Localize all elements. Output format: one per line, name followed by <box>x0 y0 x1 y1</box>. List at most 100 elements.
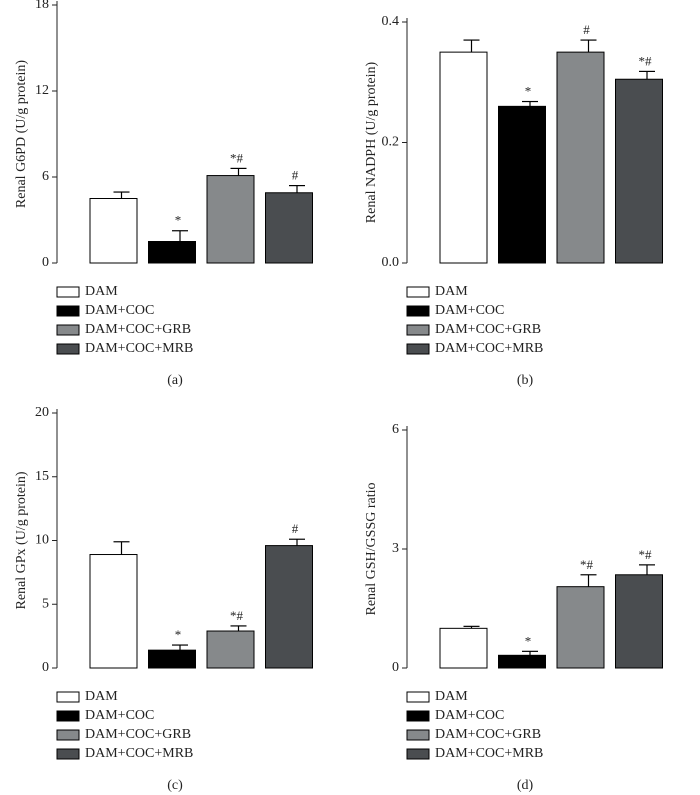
bar <box>439 51 488 264</box>
error-bar <box>522 650 538 656</box>
legend-swatch <box>56 305 80 317</box>
legend-label: DAM <box>85 689 118 704</box>
bar <box>615 78 663 264</box>
error-bar <box>289 185 305 193</box>
bar <box>206 630 255 669</box>
panel-label: (d) <box>517 778 534 793</box>
legend-label: DAM+COC <box>85 708 154 723</box>
y-tick-label: 18 <box>35 0 49 12</box>
legend-label: DAM+COC+MRB <box>435 746 543 761</box>
error-bar <box>580 39 597 53</box>
chart-panel: 0 5 10 15 20 Renal GPx (U/g protein) * *# # DAM DA… <box>14 405 313 793</box>
y-tick-label: 0 <box>42 660 49 675</box>
legend-swatch <box>406 691 430 703</box>
legend-swatch <box>406 343 430 355</box>
y-tick-label: 6 <box>392 422 399 437</box>
error-bar <box>230 625 247 632</box>
significance-label: *# <box>580 557 594 572</box>
y-tick-label: 3 <box>392 541 399 556</box>
error-bar <box>172 644 188 651</box>
bar <box>615 574 663 669</box>
error-bar <box>463 625 480 629</box>
y-tick-label: 10 <box>35 533 49 548</box>
bar <box>556 51 605 264</box>
bar <box>265 545 313 669</box>
legend-label: DAM <box>85 284 118 299</box>
legend-label: DAM+COC <box>85 303 154 318</box>
significance-label: *# <box>230 608 244 623</box>
legend-label: DAM+COC+MRB <box>85 746 193 761</box>
bar <box>498 105 546 264</box>
legend-swatch <box>406 286 430 298</box>
bar <box>89 554 138 669</box>
error-bar <box>113 541 130 555</box>
legend-label: DAM <box>435 689 468 704</box>
y-tick-label: 0.0 <box>382 255 400 270</box>
bar <box>89 198 138 264</box>
significance-label: # <box>292 168 299 183</box>
error-bar <box>113 191 130 199</box>
y-axis-label: Renal GPx (U/g protein) <box>14 471 29 609</box>
bar <box>556 586 605 669</box>
bar <box>498 654 546 669</box>
chart-panel: 0 6 12 18 Renal G6PD (U/g protein) * *# # DAM DAM… <box>14 0 313 388</box>
y-axis-label: Renal G6PD (U/g protein) <box>14 60 29 208</box>
error-bar <box>639 70 655 80</box>
error-bar <box>580 574 597 587</box>
panel-label: (c) <box>167 778 183 793</box>
legend-swatch <box>56 691 80 703</box>
significance-label: * <box>525 633 532 648</box>
chart-panel: 0 3 6 Renal GSH/GSSG ratio * *# *# DAM DAM+COC DA… <box>364 422 663 793</box>
legend-swatch <box>406 324 430 336</box>
y-tick-label: 12 <box>35 83 49 98</box>
legend-swatch <box>56 343 80 355</box>
legend-swatch <box>406 729 430 741</box>
legend-swatch <box>56 729 80 741</box>
bar <box>439 627 488 669</box>
legend-label: DAM+COC+GRB <box>435 727 541 742</box>
y-tick-label: 0.2 <box>382 135 400 150</box>
legend-swatch <box>56 748 80 760</box>
legend-swatch <box>406 748 430 760</box>
legend-label: DAM <box>435 284 468 299</box>
significance-label: *# <box>639 547 653 562</box>
bar <box>148 241 196 264</box>
legend-label: DAM+COC+GRB <box>85 322 191 337</box>
y-tick-label: 20 <box>35 405 49 420</box>
y-tick-label: 6 <box>42 169 49 184</box>
y-tick-label: 0 <box>392 660 399 675</box>
y-tick-label: 0 <box>42 255 49 270</box>
legend-label: DAM+COC+MRB <box>435 341 543 356</box>
significance-label: *# <box>639 53 653 68</box>
legend-swatch <box>56 286 80 298</box>
error-bar <box>639 564 655 575</box>
bar <box>265 192 313 264</box>
y-tick-label: 0.4 <box>382 14 400 29</box>
y-axis-label: Renal NADPH (U/g protein) <box>364 61 379 223</box>
y-axis-label: Renal GSH/GSSG ratio <box>364 483 379 616</box>
y-tick-label: 15 <box>35 469 49 484</box>
legend-swatch <box>56 324 80 336</box>
legend-label: DAM+COC <box>435 303 504 318</box>
legend-swatch <box>56 710 80 722</box>
error-bar <box>463 39 480 53</box>
legend-label: DAM+COC+MRB <box>85 341 193 356</box>
error-bar <box>172 230 188 242</box>
legend-label: DAM+COC <box>435 708 504 723</box>
significance-label: * <box>175 213 182 228</box>
error-bar <box>522 100 538 107</box>
bar <box>206 175 255 264</box>
significance-label: # <box>583 22 590 37</box>
legend-swatch <box>406 305 430 317</box>
bar <box>148 649 196 669</box>
error-bar <box>230 167 247 176</box>
significance-label: * <box>525 84 532 99</box>
significance-label: * <box>175 627 182 642</box>
legend-label: DAM+COC+GRB <box>435 322 541 337</box>
error-bar <box>289 538 305 546</box>
legend-label: DAM+COC+GRB <box>85 727 191 742</box>
significance-label: # <box>292 521 299 536</box>
legend-swatch <box>406 710 430 722</box>
